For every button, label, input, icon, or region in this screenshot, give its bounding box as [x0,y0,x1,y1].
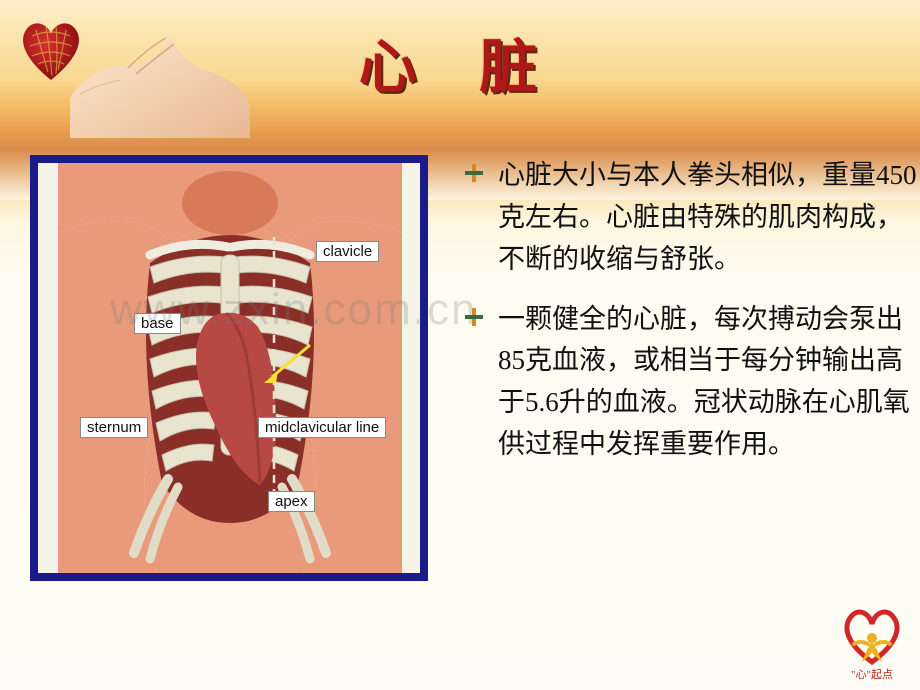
body-text: 心脏大小与本人拳头相似，重量450克左右。心脏由特殊的肌肉构成，不断的收缩与舒张… [460,155,920,484]
label-midclavicular: midclavicular line [258,417,386,438]
label-clavicle: clavicle [316,241,379,262]
page-title: 心 脏 [0,20,920,104]
anatomy-diagram: clavicle base sternum midclavicular line… [30,155,428,581]
plus-bullet-icon [464,163,484,183]
label-apex: apex [268,491,315,512]
bullet-text: 心脏大小与本人拳头相似，重量450克左右。心脏由特殊的肌肉构成，不断的收缩与舒张… [498,160,917,274]
corner-logo-icon: "心"起点 [832,604,912,682]
plus-bullet-icon [464,307,484,327]
label-sternum: sternum [80,417,148,438]
corner-logo-caption: "心"起点 [851,668,893,681]
torso-illustration [38,163,420,573]
anatomy-diagram-inner: clavicle base sternum midclavicular line… [38,163,420,573]
bullet-item: 一颗健全的心脏，每次搏动会泵出85克血液，或相当于每分钟输出高于5.6升的血液。… [460,299,920,466]
bullet-item: 心脏大小与本人拳头相似，重量450克左右。心脏由特殊的肌肉构成，不断的收缩与舒张… [460,155,920,281]
label-base: base [134,313,181,334]
bullet-text: 一颗健全的心脏，每次搏动会泵出85克血液，或相当于每分钟输出高于5.6升的血液。… [498,304,910,460]
